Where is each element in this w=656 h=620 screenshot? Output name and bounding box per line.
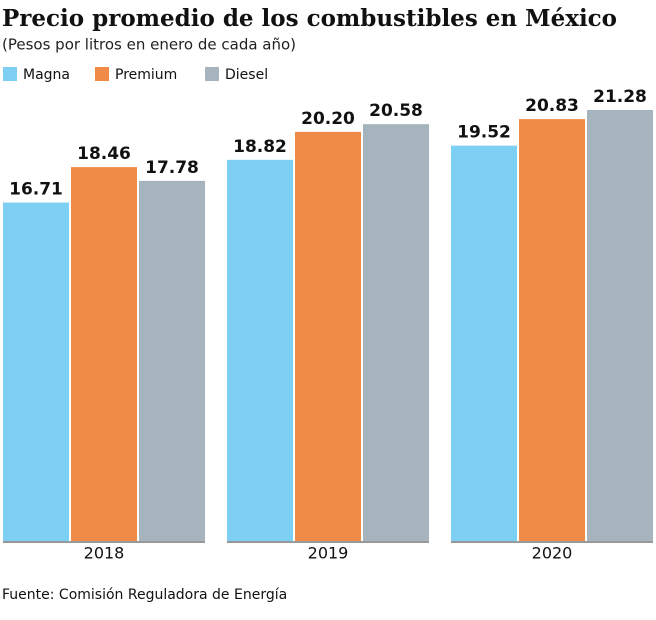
chart-title: Precio promedio de los combustibles en M… [2, 5, 617, 32]
bar [587, 110, 653, 541]
legend-label: Premium [115, 67, 177, 83]
value-label: 18.82 [233, 137, 287, 157]
bar [519, 119, 585, 541]
source: Fuente: Comisión Reguladora de Energía [2, 587, 287, 603]
value-label: 16.71 [9, 180, 63, 200]
value-label: 19.52 [457, 123, 511, 143]
bar [363, 124, 429, 541]
legend-label: Magna [23, 67, 70, 83]
value-label: 21.28 [593, 87, 647, 107]
legend-swatch [95, 67, 109, 81]
bar [295, 131, 361, 541]
legend-swatch [205, 67, 219, 81]
value-label: 17.78 [145, 158, 199, 178]
bar [139, 180, 205, 541]
bar [3, 202, 69, 541]
value-label: 20.58 [369, 101, 423, 121]
x-tick-label: 2018 [84, 544, 125, 563]
x-tick-label: 2019 [308, 544, 349, 563]
legend-label: Diesel [225, 67, 268, 83]
chart-subtitle: (Pesos por litros en enero de cada año) [2, 36, 296, 54]
bar [451, 145, 517, 542]
value-label: 18.46 [77, 144, 131, 164]
bar [71, 167, 137, 541]
legend-swatch [3, 67, 17, 81]
value-label: 20.20 [301, 109, 355, 129]
x-tick-label: 2020 [532, 544, 573, 563]
value-label: 20.83 [525, 96, 579, 116]
bar [227, 159, 293, 541]
